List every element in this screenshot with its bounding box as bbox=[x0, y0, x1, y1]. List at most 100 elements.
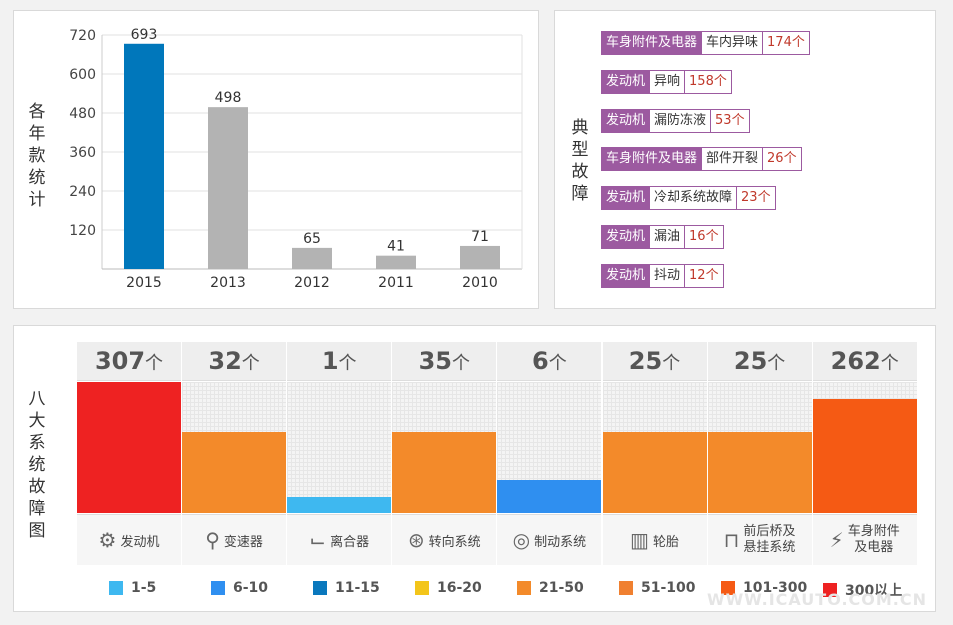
system-label-text: 变速器 bbox=[223, 534, 263, 550]
y-tick-label: 120 bbox=[69, 223, 96, 239]
car-battery-icon: ⚡ bbox=[829, 528, 844, 552]
system-bar bbox=[182, 431, 287, 513]
y-tick-label: 240 bbox=[69, 184, 96, 200]
system-column: 25个 ⊓ 前后桥及 悬挂系统 bbox=[707, 342, 812, 565]
system-label-line: 前后桥及 bbox=[743, 524, 796, 539]
fault-count: 12个 bbox=[685, 263, 724, 288]
system-count: 25个 bbox=[602, 342, 707, 381]
fault-count: 23个 bbox=[737, 186, 776, 211]
system-count: 307个 bbox=[77, 342, 181, 381]
steering-wheel-icon: ⊛ bbox=[407, 528, 425, 552]
typical-faults-label: 典 型 故 障 bbox=[569, 117, 591, 205]
systems-grid: 307个 ⚙ 发动机 32个 ⚲ 变速器 1个 ⌙ 离合器 35个 ⊛ 转向系统 6个 ◎ 制动系统 25个 ▥… bbox=[77, 342, 918, 565]
system-bar bbox=[497, 480, 602, 513]
system-count-unit: 个 bbox=[241, 353, 260, 374]
label-char: 典 bbox=[571, 118, 589, 138]
y-tick-label: 600 bbox=[69, 67, 96, 83]
system-label-line: 车身附件 bbox=[847, 524, 900, 539]
x-tick-label: 2012 bbox=[294, 275, 330, 291]
system-count-value: 35 bbox=[418, 347, 452, 375]
system-bar-area bbox=[497, 382, 602, 513]
system-label: ⚲ 变速器 bbox=[182, 514, 287, 565]
legend-item: 51-100 bbox=[619, 580, 696, 596]
system-column: 25个 ▥ 轮胎 bbox=[602, 342, 707, 565]
system-label-text: 制动系统 bbox=[534, 534, 587, 550]
legend-swatch bbox=[721, 581, 735, 595]
system-label-text: 前后桥及 悬挂系统 bbox=[743, 524, 795, 556]
system-label: ⊓ 前后桥及 悬挂系统 bbox=[707, 514, 812, 565]
label-char: 统 bbox=[28, 455, 46, 475]
legend-label: 51-100 bbox=[641, 580, 696, 596]
label-char: 八 bbox=[28, 389, 46, 409]
fault-item: 发动机 冷却系统故障 23个 bbox=[601, 186, 776, 211]
fault-item: 发动机 异响 158个 bbox=[601, 69, 732, 94]
legend-item: 16-20 bbox=[415, 580, 482, 596]
label-char: 型 bbox=[571, 140, 589, 160]
system-column: 262个 ⚡ 车身附件 及电器 bbox=[812, 342, 917, 565]
fault-item: 车身附件及电器 部件开裂 26个 bbox=[601, 147, 802, 172]
system-label-line: 悬挂系统 bbox=[743, 540, 796, 555]
fault-category: 发动机 bbox=[601, 225, 651, 249]
fault-item: 车身附件及电器 车内异味 174个 bbox=[601, 31, 810, 55]
fault-count: 26个 bbox=[763, 147, 802, 172]
legend-label: 21-50 bbox=[539, 580, 584, 596]
fault-name: 异响 bbox=[650, 69, 686, 94]
system-bar bbox=[707, 431, 812, 513]
fault-name: 部件开裂 bbox=[702, 147, 764, 172]
label-char: 图 bbox=[28, 521, 46, 541]
fault-category: 车身附件及电器 bbox=[601, 147, 703, 172]
legend-label: 300以上 bbox=[845, 583, 903, 599]
legend: 1-5 6-10 11-15 16-20 21-50 51-100 101-300 300以上 bbox=[109, 580, 939, 600]
system-column: 307个 ⚙ 发动机 bbox=[77, 342, 181, 565]
system-column: 32个 ⚲ 变速器 bbox=[182, 342, 287, 565]
legend-swatch bbox=[313, 581, 327, 595]
system-label-line: 及电器 bbox=[854, 540, 894, 555]
label-char: 故 bbox=[28, 477, 46, 497]
system-bar bbox=[392, 431, 497, 513]
y-tick-label: 360 bbox=[69, 145, 96, 161]
system-count-value: 25 bbox=[628, 347, 663, 375]
legend-swatch bbox=[415, 581, 429, 595]
system-count-unit: 个 bbox=[548, 353, 567, 374]
bar bbox=[460, 245, 500, 269]
system-bar-area bbox=[602, 382, 707, 513]
year-bar-chart: 120 240 360 480 600 720 693 2015 498 2013 65 2012 41… bbox=[69, 27, 523, 291]
brake-disc-icon: ◎ bbox=[512, 528, 531, 552]
system-count-value: 25 bbox=[733, 347, 768, 375]
label-char: 系 bbox=[28, 433, 46, 453]
system-bar bbox=[812, 399, 917, 513]
system-count-unit: 个 bbox=[452, 353, 470, 374]
bar bbox=[208, 107, 248, 270]
label-char: 故 bbox=[571, 162, 589, 182]
fault-count: 16个 bbox=[685, 225, 724, 249]
typical-faults-panel: 典 型 故 障 车身附件及电器 车内异味 174个 发动机 异响 158个 发动机 漏防冻液 5… bbox=[554, 10, 936, 309]
system-label: ◎ 制动系统 bbox=[497, 514, 602, 565]
bar-value-label: 41 bbox=[387, 239, 405, 255]
x-tick-label: 2011 bbox=[378, 275, 414, 291]
label-char: 各 bbox=[28, 102, 46, 122]
system-count: 262个 bbox=[812, 342, 917, 381]
system-label: ⌙ 离合器 bbox=[287, 514, 392, 565]
system-label: ▥ 轮胎 bbox=[602, 514, 707, 565]
x-tick-label: 2013 bbox=[210, 275, 246, 291]
bar-value-label: 498 bbox=[215, 90, 242, 106]
label-char: 计 bbox=[28, 190, 46, 210]
label-char: 障 bbox=[571, 184, 589, 204]
label-char: 年 bbox=[28, 124, 46, 144]
fault-count: 158个 bbox=[685, 69, 732, 94]
bar bbox=[292, 247, 332, 269]
bar bbox=[376, 255, 416, 269]
system-bar-area bbox=[182, 382, 287, 513]
legend-label: 6-10 bbox=[233, 580, 269, 596]
system-count: 1个 bbox=[287, 342, 392, 381]
legend-swatch bbox=[823, 583, 837, 597]
engine-icon: ⚙ bbox=[98, 528, 117, 552]
system-label: ⊛ 转向系统 bbox=[392, 514, 497, 565]
system-count-unit: 个 bbox=[338, 353, 357, 374]
legend-swatch bbox=[619, 581, 633, 595]
year-stats-panel: 各 年 款 统 计 120 240 360 480 600 720 693 2015 498 20… bbox=[13, 10, 539, 309]
fault-name: 抖动 bbox=[650, 263, 686, 288]
bar bbox=[124, 43, 164, 270]
fault-name: 车内异味 bbox=[702, 31, 764, 55]
y-tick-label: 720 bbox=[69, 28, 96, 44]
